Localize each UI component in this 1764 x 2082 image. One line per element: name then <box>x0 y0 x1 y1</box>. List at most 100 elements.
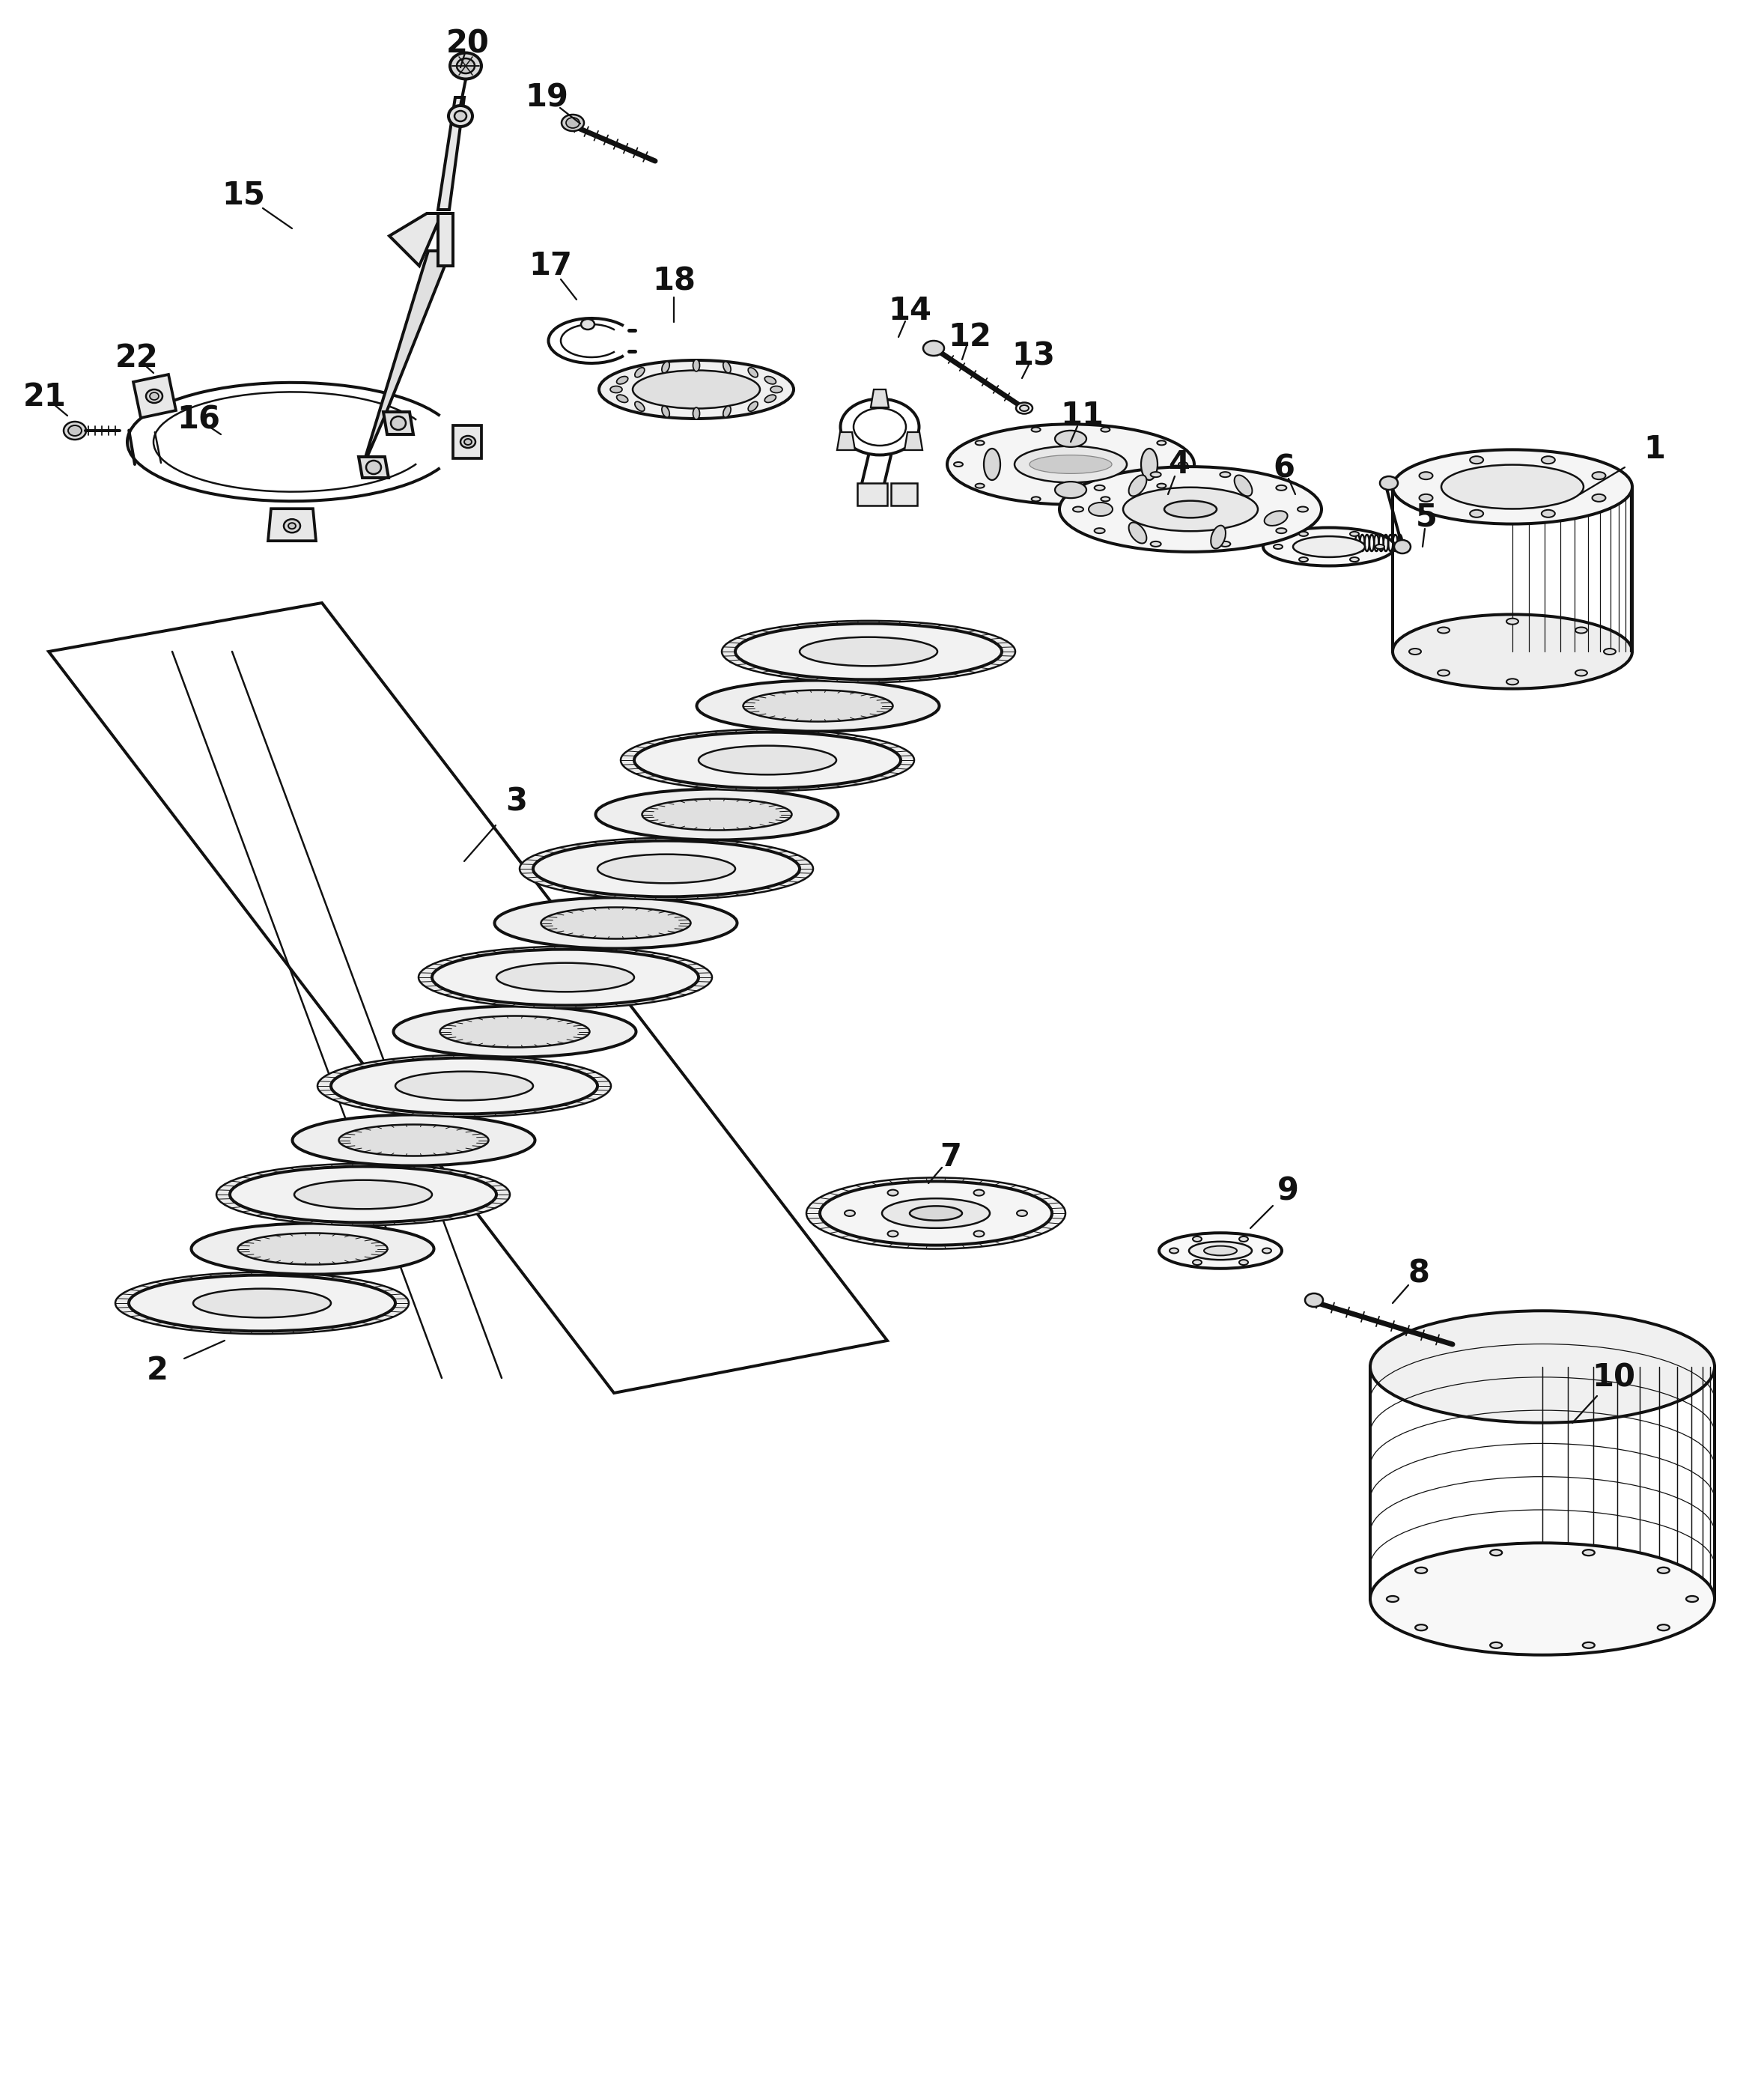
Polygon shape <box>871 389 889 408</box>
Ellipse shape <box>1349 531 1358 537</box>
Ellipse shape <box>460 435 476 448</box>
Ellipse shape <box>1575 670 1588 677</box>
Ellipse shape <box>887 1230 898 1237</box>
Ellipse shape <box>439 1016 589 1047</box>
Ellipse shape <box>1491 1549 1503 1555</box>
Ellipse shape <box>1506 679 1519 685</box>
Ellipse shape <box>1582 1549 1595 1555</box>
Ellipse shape <box>393 1006 637 1058</box>
Ellipse shape <box>1055 431 1087 448</box>
Ellipse shape <box>1157 441 1166 446</box>
Ellipse shape <box>229 1166 496 1222</box>
Ellipse shape <box>457 58 475 73</box>
Ellipse shape <box>820 1180 1051 1245</box>
Ellipse shape <box>1582 1643 1595 1649</box>
Text: 10: 10 <box>1591 1362 1635 1393</box>
Ellipse shape <box>1469 510 1484 516</box>
Ellipse shape <box>1274 545 1282 550</box>
Ellipse shape <box>748 369 759 377</box>
Ellipse shape <box>1420 473 1432 479</box>
Ellipse shape <box>662 406 670 416</box>
Ellipse shape <box>697 681 938 731</box>
Ellipse shape <box>238 1233 388 1264</box>
Ellipse shape <box>1205 1245 1237 1255</box>
Text: 9: 9 <box>1277 1174 1298 1205</box>
Ellipse shape <box>1441 464 1584 508</box>
Ellipse shape <box>115 1272 409 1335</box>
Ellipse shape <box>693 360 700 371</box>
Ellipse shape <box>1088 502 1113 516</box>
Ellipse shape <box>1298 531 1309 537</box>
Ellipse shape <box>1438 627 1450 633</box>
Ellipse shape <box>598 854 736 883</box>
Ellipse shape <box>284 518 300 533</box>
Ellipse shape <box>496 962 635 991</box>
Ellipse shape <box>450 52 482 79</box>
Ellipse shape <box>1030 456 1111 473</box>
Ellipse shape <box>395 1072 533 1101</box>
Text: 5: 5 <box>1415 502 1438 533</box>
Ellipse shape <box>1603 650 1616 654</box>
Text: 14: 14 <box>887 296 931 327</box>
Ellipse shape <box>1658 1624 1669 1630</box>
Ellipse shape <box>580 319 594 329</box>
Ellipse shape <box>1293 537 1365 558</box>
Ellipse shape <box>448 106 473 127</box>
Polygon shape <box>453 425 482 458</box>
Ellipse shape <box>1141 448 1157 481</box>
Ellipse shape <box>1221 473 1231 477</box>
Ellipse shape <box>1409 650 1422 654</box>
Polygon shape <box>838 433 856 450</box>
Text: 20: 20 <box>446 27 490 58</box>
Ellipse shape <box>1192 1237 1201 1241</box>
Ellipse shape <box>1164 502 1217 518</box>
Ellipse shape <box>1055 481 1087 498</box>
Ellipse shape <box>566 117 580 129</box>
Ellipse shape <box>1376 545 1385 550</box>
Text: 6: 6 <box>1274 452 1295 483</box>
Ellipse shape <box>799 637 937 666</box>
Ellipse shape <box>1265 510 1288 525</box>
Ellipse shape <box>1032 427 1041 431</box>
Ellipse shape <box>561 115 584 131</box>
Ellipse shape <box>1349 558 1358 562</box>
Ellipse shape <box>662 362 670 373</box>
Ellipse shape <box>1469 456 1484 464</box>
Ellipse shape <box>1379 477 1397 489</box>
Ellipse shape <box>721 620 1016 683</box>
Polygon shape <box>905 433 923 450</box>
Ellipse shape <box>1101 498 1110 502</box>
Ellipse shape <box>617 377 628 383</box>
Ellipse shape <box>1491 1643 1503 1649</box>
Ellipse shape <box>806 1178 1065 1249</box>
Ellipse shape <box>520 837 813 899</box>
Ellipse shape <box>1298 506 1309 512</box>
Ellipse shape <box>1101 427 1110 431</box>
Ellipse shape <box>693 408 700 418</box>
Ellipse shape <box>194 1289 332 1318</box>
Text: 21: 21 <box>23 381 67 412</box>
Ellipse shape <box>642 799 792 831</box>
Ellipse shape <box>1298 558 1309 562</box>
Polygon shape <box>891 483 917 506</box>
Ellipse shape <box>1124 487 1258 531</box>
Ellipse shape <box>1016 1210 1027 1216</box>
Ellipse shape <box>699 745 836 775</box>
Ellipse shape <box>64 423 86 439</box>
Ellipse shape <box>1275 485 1286 491</box>
Text: 22: 22 <box>115 341 159 373</box>
Text: 12: 12 <box>947 321 991 352</box>
Ellipse shape <box>295 1180 432 1210</box>
Ellipse shape <box>596 789 838 839</box>
Text: 13: 13 <box>1011 339 1055 371</box>
Ellipse shape <box>887 1189 898 1195</box>
Text: 11: 11 <box>1060 400 1104 431</box>
Ellipse shape <box>1238 1260 1249 1266</box>
Ellipse shape <box>69 425 81 435</box>
Ellipse shape <box>1263 527 1395 566</box>
Ellipse shape <box>610 385 623 393</box>
Ellipse shape <box>1420 493 1432 502</box>
Ellipse shape <box>947 425 1194 504</box>
Ellipse shape <box>974 1230 984 1237</box>
Ellipse shape <box>1235 475 1252 496</box>
